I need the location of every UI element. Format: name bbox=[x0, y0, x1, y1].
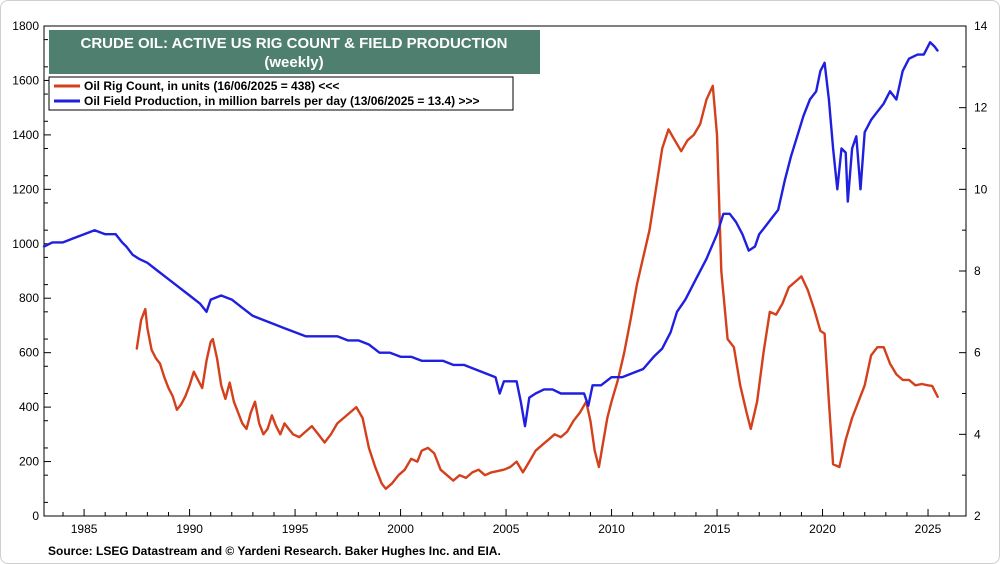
x-tick-label: 2020 bbox=[809, 522, 836, 536]
y-left-tick-label: 200 bbox=[19, 455, 39, 469]
y-left-tick-label: 600 bbox=[19, 346, 39, 360]
y-left-tick-label: 1000 bbox=[12, 237, 39, 251]
legend: Oil Rig Count, in units (16/06/2025 = 43… bbox=[48, 76, 514, 111]
y-right-tick-label: 2 bbox=[974, 509, 981, 523]
legend-label-production: Oil Field Production, in million barrels… bbox=[84, 94, 479, 108]
series-line-rig-count bbox=[135, 84, 939, 490]
y-right-tick-label: 8 bbox=[974, 264, 981, 278]
y-axis-right: 2 4 6 8 10 12 14 bbox=[959, 19, 988, 523]
x-axis: 1985 1990 1995 2000 2005 2010 2015 2020 2025 bbox=[62, 509, 950, 536]
y-left-tick-label: 1600 bbox=[12, 73, 39, 87]
x-tick-label: 2010 bbox=[598, 522, 625, 536]
y-left-tick-label: 0 bbox=[32, 509, 39, 523]
x-tick-label: 2015 bbox=[704, 522, 731, 536]
y-left-tick-label: 800 bbox=[19, 291, 39, 305]
x-tick-label: 2005 bbox=[493, 522, 520, 536]
x-tick-label: 1990 bbox=[176, 522, 203, 536]
title-background bbox=[49, 30, 540, 74]
chart-subtitle: (weekly) bbox=[264, 54, 323, 71]
y-right-tick-label: 10 bbox=[974, 182, 988, 196]
y-left-tick-label: 1800 bbox=[12, 19, 39, 33]
y-right-tick-label: 14 bbox=[974, 19, 988, 33]
title-box: CRUDE OIL: ACTIVE US RIG COUNT & FIELD P… bbox=[49, 30, 540, 74]
x-tick-label: 2025 bbox=[915, 522, 942, 536]
x-tick-label: 1985 bbox=[71, 522, 98, 536]
y-right-tick-label: 12 bbox=[974, 101, 988, 115]
y-axis-left: 0 200 400 600 800 1000 1200 1400 1600 1800 bbox=[12, 19, 51, 523]
y-left-tick-label: 400 bbox=[19, 400, 39, 414]
x-tick-label: 1995 bbox=[282, 522, 309, 536]
x-tick-label: 2000 bbox=[387, 522, 414, 536]
y-right-tick-label: 4 bbox=[974, 427, 981, 441]
chart-title: CRUDE OIL: ACTIVE US RIG COUNT & FIELD P… bbox=[81, 35, 508, 52]
series-line-production bbox=[42, 41, 939, 428]
y-right-tick-label: 6 bbox=[974, 346, 981, 360]
legend-box bbox=[48, 76, 514, 111]
y-left-tick-label: 1400 bbox=[12, 128, 39, 142]
source-note: Source: LSEG Datastream and © Yardeni Re… bbox=[48, 544, 501, 558]
legend-label-rig-count: Oil Rig Count, in units (16/06/2025 = 43… bbox=[84, 79, 339, 93]
y-left-tick-label: 1200 bbox=[12, 182, 39, 196]
series-lines bbox=[42, 41, 939, 490]
